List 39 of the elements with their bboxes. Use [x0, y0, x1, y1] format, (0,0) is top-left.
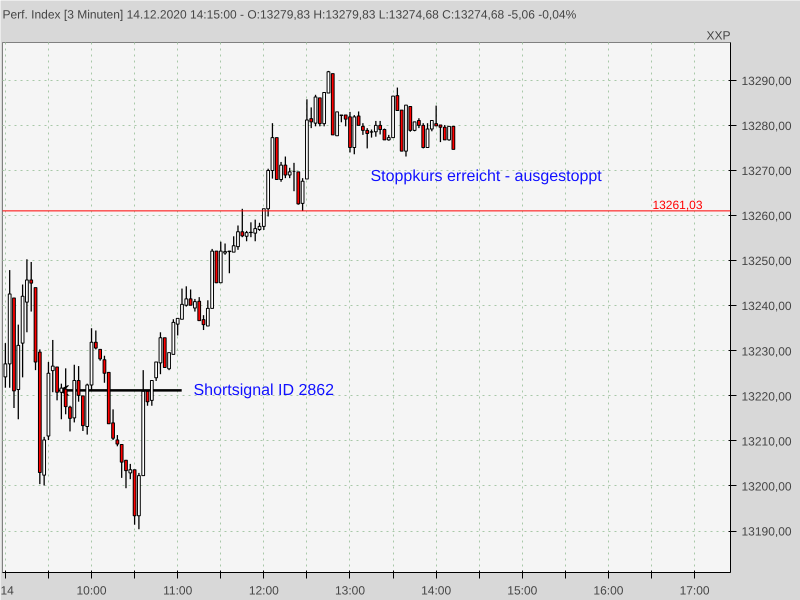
candlestick [434, 104, 438, 127]
x-tick-label: 12:00 [248, 584, 280, 598]
x-tick-label: 13:00 [334, 584, 366, 598]
y-tick-label: 13210,00 [742, 434, 792, 448]
annotation: Shortsignal ID 2862 [194, 382, 334, 399]
candlestick [232, 236, 236, 253]
y-tick-label: 13270,00 [742, 164, 792, 178]
y-tick-label: 13220,00 [742, 389, 792, 404]
ref-line-label: 13261,03 [652, 198, 703, 212]
candlestick [442, 124, 447, 140]
candlestick [288, 167, 292, 179]
y-tick-label: 13280,00 [742, 118, 792, 133]
text: XXP [706, 28, 731, 42]
candlestick [374, 120, 378, 138]
y-tick-label: 13250,00 [742, 254, 792, 268]
y-tick-label: 13230,00 [742, 344, 792, 358]
candlestick [438, 124, 442, 143]
chart-title: Perf. Index [3 Minuten] 14.12.2020 14:15:00 - O:13279,83 H:13279,83 L:13274,68 C:13274,68 -5,06 -0,04% [2, 8, 577, 22]
x-tick-label: 14 [0, 584, 14, 598]
y-tick-label: 13240,00 [742, 299, 792, 314]
x-tick-label: 15:00 [507, 584, 538, 598]
candlestick [283, 156, 288, 179]
candlestick [365, 127, 370, 150]
y-tick-label: 13200,00 [742, 479, 792, 494]
x-tick-label: 17:00 [680, 584, 710, 598]
candlestick [253, 218, 258, 242]
y-tick-label: 13290,00 [742, 74, 792, 88]
x-tick-label: 11:00 [163, 584, 193, 598]
x-tick-label: 14:00 [421, 584, 452, 598]
x-tick-label: 10:00 [76, 584, 107, 598]
annotation: Stoppkurs erreicht - ausgestoppt [370, 168, 602, 185]
x-tick-label: 16:00 [593, 584, 624, 598]
y-tick-label: 13190,00 [742, 524, 792, 539]
candlestick [120, 444, 124, 479]
candlestick [451, 126, 456, 150]
y-tick-label: 13260,00 [742, 209, 792, 224]
candlestick [421, 122, 426, 150]
candlestick [197, 296, 202, 322]
candlestick [426, 122, 430, 148]
